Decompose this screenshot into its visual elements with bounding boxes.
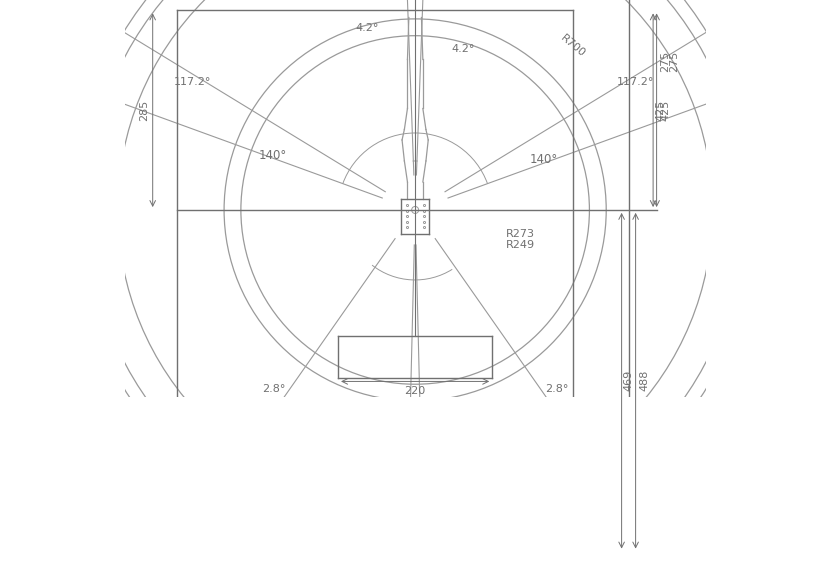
Text: R249: R249 bbox=[506, 240, 535, 250]
Text: 425: 425 bbox=[660, 100, 670, 121]
Text: 425: 425 bbox=[655, 100, 665, 121]
Text: 2.8°: 2.8° bbox=[545, 384, 568, 394]
Text: 275: 275 bbox=[660, 50, 670, 72]
Text: 2.8°: 2.8° bbox=[262, 384, 285, 394]
Text: R700: R700 bbox=[558, 32, 587, 58]
Text: 117.2°: 117.2° bbox=[617, 78, 655, 87]
Text: 4.2°: 4.2° bbox=[451, 44, 475, 54]
Text: 469: 469 bbox=[623, 370, 633, 391]
Text: R273: R273 bbox=[506, 230, 535, 239]
Text: 488: 488 bbox=[639, 370, 649, 391]
Text: 117.2°: 117.2° bbox=[174, 77, 211, 87]
Text: 275: 275 bbox=[669, 50, 679, 72]
Text: 285: 285 bbox=[140, 100, 150, 121]
Text: 220: 220 bbox=[405, 386, 425, 396]
Text: 140°: 140° bbox=[259, 149, 288, 162]
Text: 140°: 140° bbox=[530, 154, 558, 166]
Text: 4.2°: 4.2° bbox=[355, 23, 378, 33]
